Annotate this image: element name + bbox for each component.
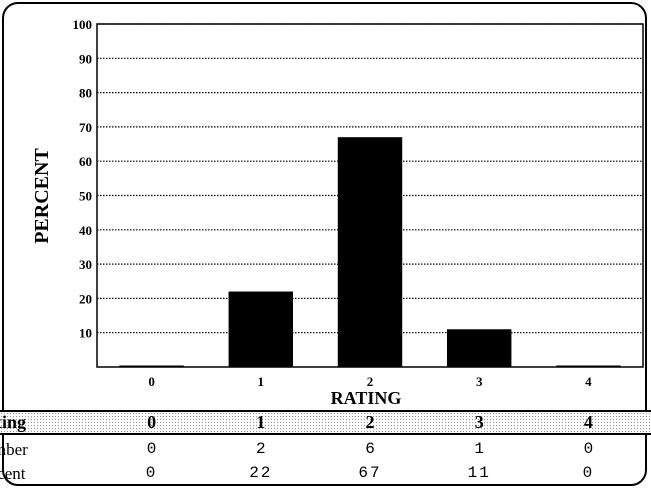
y-tick-label: 70 bbox=[79, 120, 92, 135]
percent-cell: 22 bbox=[249, 464, 273, 482]
percent-row-label: Percent bbox=[0, 464, 26, 483]
plot-area bbox=[96, 23, 644, 368]
bar-2 bbox=[337, 137, 403, 367]
y-tick-label: 80 bbox=[79, 86, 92, 101]
y-tick-label: 10 bbox=[79, 326, 92, 341]
percent-cell: 11 bbox=[467, 464, 491, 482]
percent-cell: 0 bbox=[582, 464, 595, 482]
y-tick-label: 40 bbox=[79, 223, 92, 238]
y-tick-label: 30 bbox=[79, 257, 92, 272]
number-cell: 1 bbox=[474, 440, 484, 458]
percent-cell: 0 bbox=[145, 464, 158, 482]
number-cell: 0 bbox=[146, 440, 157, 458]
bar-chart: 10 20 30 40 50 60 70 80 90 100 0 1 2 3 4 RATING PERCE… bbox=[31, 17, 644, 408]
percent-cell: 67 bbox=[358, 464, 382, 482]
rating-row-label: Rating bbox=[0, 412, 27, 432]
rating-cell: 1 bbox=[256, 412, 266, 432]
x-axis-label: RATING bbox=[331, 388, 402, 408]
y-tick-label: 60 bbox=[79, 154, 92, 169]
y-tick-label: 20 bbox=[79, 291, 92, 306]
y-axis-label: PERCENT bbox=[31, 148, 53, 244]
x-tick-label: 2 bbox=[367, 374, 374, 389]
rating-cell: 4 bbox=[583, 412, 593, 432]
y-tick-label: 50 bbox=[79, 189, 92, 204]
rating-cell: 3 bbox=[474, 412, 484, 432]
x-tick-label: 0 bbox=[148, 374, 155, 389]
x-tick-label: 4 bbox=[585, 374, 592, 389]
chart-frame bbox=[2, 2, 647, 486]
x-tick-label: 1 bbox=[258, 374, 265, 389]
bar-3 bbox=[446, 329, 512, 367]
y-tick-label: 100 bbox=[73, 17, 93, 32]
x-tick-label: 3 bbox=[476, 374, 483, 389]
number-cell: 6 bbox=[365, 440, 375, 458]
x-tick-labels: 0 1 2 3 4 bbox=[148, 374, 592, 389]
bar-1 bbox=[228, 291, 294, 367]
number-cell: 0 bbox=[583, 440, 594, 458]
rating-cell: 0 bbox=[147, 412, 157, 432]
y-tick-labels: 10 20 30 40 50 60 70 80 90 100 bbox=[73, 17, 93, 341]
number-row-label: Number bbox=[0, 440, 28, 459]
rating-row bbox=[0, 410, 651, 435]
bars bbox=[119, 137, 621, 367]
number-cell: 2 bbox=[255, 440, 266, 458]
rating-cell: 2 bbox=[365, 412, 375, 432]
y-tick-label: 90 bbox=[79, 51, 92, 66]
